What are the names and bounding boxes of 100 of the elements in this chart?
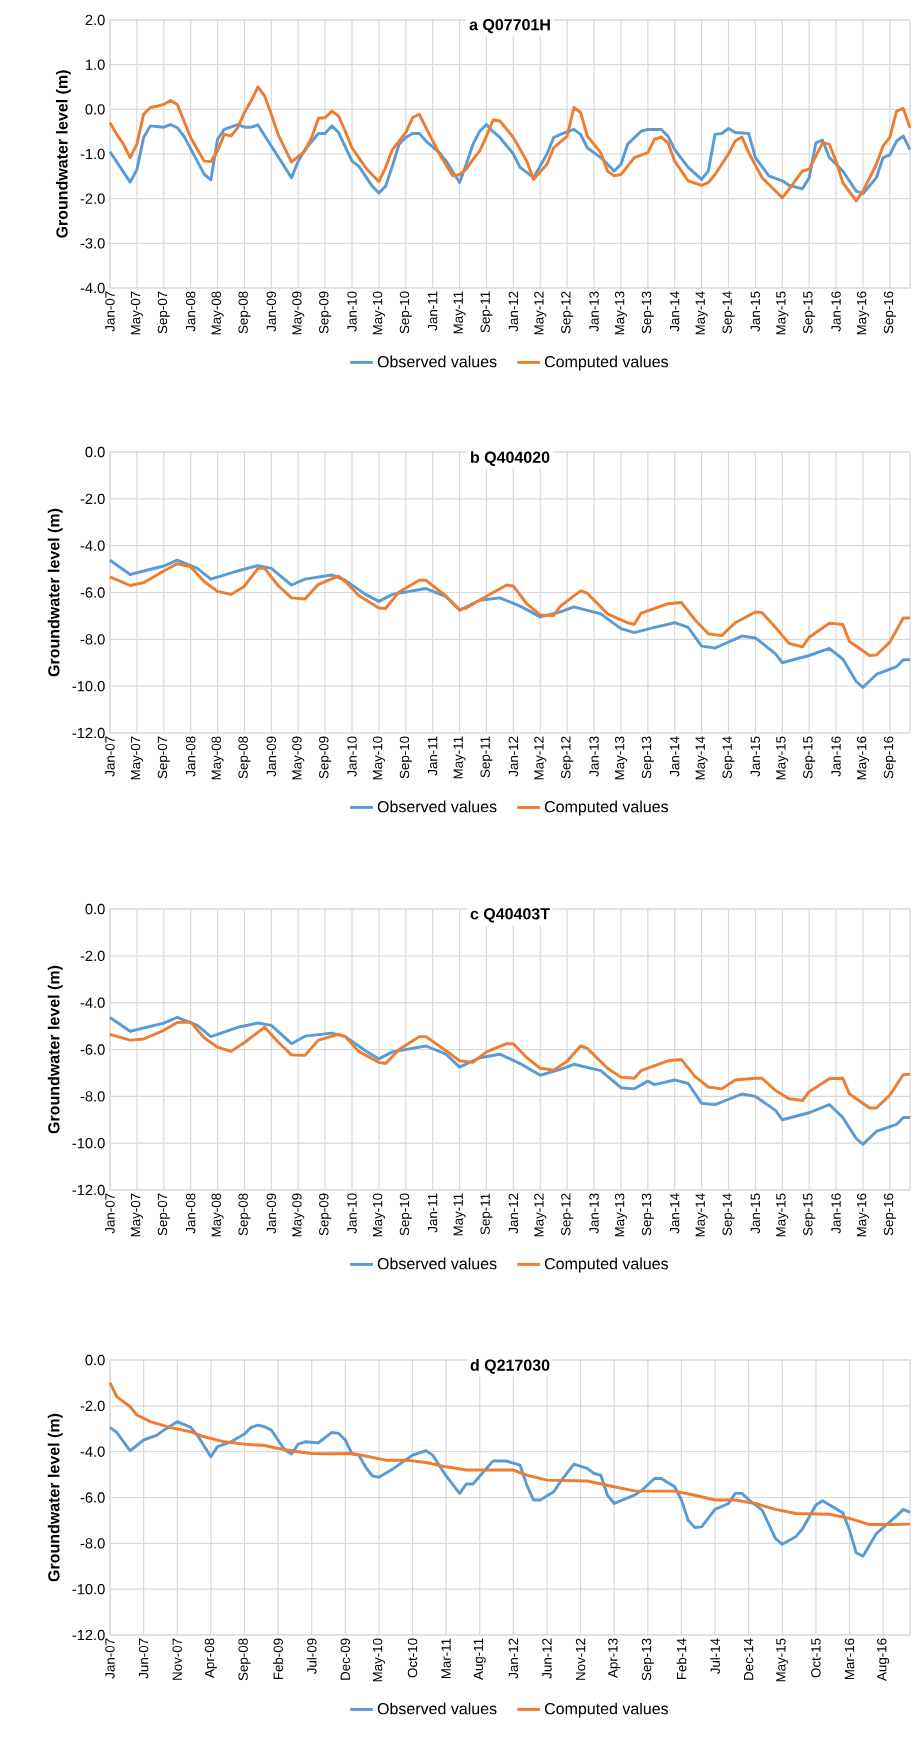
x-tick-label: Sep-14 xyxy=(722,1193,735,1236)
x-tick-label: Jan-10 xyxy=(347,1193,357,1234)
x-tick-label: Sep-09 xyxy=(319,291,332,334)
y-tick-label: -2.0 xyxy=(80,950,105,962)
x-tick-label: May-16 xyxy=(856,291,869,335)
x-tick-label: Sep-15 xyxy=(803,736,816,779)
x-tick-label: Jun-07 xyxy=(138,1638,149,1679)
x-tick-label: Jan-14 xyxy=(670,736,680,777)
x-tick-label: May-15 xyxy=(776,1638,789,1682)
y-axis-title: Groundwater level (m) xyxy=(47,508,63,677)
x-tick-label: May-09 xyxy=(292,736,305,780)
x-tick-label: Sep-08 xyxy=(238,736,251,779)
line-series xyxy=(108,85,912,203)
x-tick-label: May-11 xyxy=(453,736,466,779)
x-tick-label: Jan-13 xyxy=(589,1193,599,1234)
x-tick-label: Apr-08 xyxy=(204,1638,217,1678)
y-tick-label: -8.0 xyxy=(80,1091,105,1102)
y-tick-label: -10.0 xyxy=(72,1138,105,1149)
x-tick-label: Sep-08 xyxy=(238,291,251,334)
x-tick-label: May-11 xyxy=(453,1193,466,1236)
y-tick-label: -8.0 xyxy=(80,634,105,645)
y-tick-label: -4.0 xyxy=(80,1446,105,1457)
x-tick-label: May-08 xyxy=(211,1193,224,1237)
x-tick-label: Mar-11 xyxy=(441,1638,451,1679)
x-tick-label: Jan-14 xyxy=(670,291,680,332)
x-tick-label: May-07 xyxy=(130,1193,143,1237)
x-tick-label: Jan-16 xyxy=(831,1193,841,1234)
line-series xyxy=(108,558,912,689)
line-series xyxy=(108,1420,912,1558)
x-tick-label: Sep-14 xyxy=(722,736,735,779)
x-tick-label: Sep-10 xyxy=(399,291,412,334)
x-tick-label: Sep-11 xyxy=(480,736,493,778)
legend-label: Computed values xyxy=(544,1257,669,1273)
x-tick-label: Jan-10 xyxy=(347,736,357,777)
chart-title: a Q07701H xyxy=(469,18,550,34)
y-tick-label: -10.0 xyxy=(72,1584,105,1595)
x-tick-label: Jul-14 xyxy=(710,1638,720,1675)
x-tick-label: Sep-16 xyxy=(883,291,896,334)
x-tick-label: May-15 xyxy=(776,1193,789,1237)
y-tick-label: 1.0 xyxy=(86,59,105,70)
x-tick-label: Jan-09 xyxy=(266,1193,277,1234)
x-tick-label: Jan-09 xyxy=(266,736,277,777)
y-tick-label: -12.0 xyxy=(72,1629,105,1641)
x-tick-label: May-16 xyxy=(856,1193,869,1237)
y-axis-title: Groundwater level (m) xyxy=(55,70,71,238)
chart-title: d Q217030 xyxy=(470,1359,550,1374)
x-tick-label: Jan-12 xyxy=(508,1193,519,1234)
x-tick-label: Sep-08 xyxy=(238,1193,251,1236)
legend-label: Observed values xyxy=(377,1257,497,1270)
x-tick-label: May-13 xyxy=(614,291,627,335)
y-tick-label: -6.0 xyxy=(80,1044,105,1055)
line-series xyxy=(108,1020,912,1110)
x-tick-label: Sep-15 xyxy=(803,1193,816,1236)
x-tick-label: May-09 xyxy=(292,1193,305,1237)
x-tick-label: Sep-16 xyxy=(883,736,896,779)
x-tick-label: May-10 xyxy=(372,1638,385,1682)
x-tick-label: Dec-14 xyxy=(744,1638,754,1680)
x-tick-label: Jan-11 xyxy=(428,1193,438,1233)
x-tick-label: Jan-13 xyxy=(589,291,599,332)
legend-label: Computed values xyxy=(544,355,669,371)
x-tick-label: Dec-09 xyxy=(340,1638,351,1680)
x-tick-label: Nov-07 xyxy=(172,1638,182,1680)
x-tick-label: Sep-10 xyxy=(399,736,412,779)
x-tick-label: Jan-07 xyxy=(105,1193,115,1234)
y-tick-label: 0.0 xyxy=(85,104,105,115)
y-tick-label: -2.0 xyxy=(80,1400,105,1412)
x-tick-label: Sep-08 xyxy=(238,1638,251,1681)
x-tick-label: Jan-08 xyxy=(185,291,196,332)
chart-title: c Q40403T xyxy=(470,908,550,923)
x-tick-label: Jan-08 xyxy=(185,1193,196,1234)
x-tick-label: May-08 xyxy=(211,291,224,335)
legend-label: Computed values xyxy=(544,800,669,816)
y-tick-label: -6.0 xyxy=(80,587,105,598)
x-tick-label: May-13 xyxy=(614,1193,627,1237)
x-tick-label: Jan-11 xyxy=(428,291,438,331)
x-tick-label: May-10 xyxy=(372,1193,385,1237)
x-tick-label: Sep-11 xyxy=(480,1193,493,1235)
x-tick-label: Jan-07 xyxy=(105,291,115,332)
x-tick-label: Sep-15 xyxy=(803,291,816,334)
x-tick-label: Sep-14 xyxy=(722,291,735,334)
x-tick-label: Apr-13 xyxy=(608,1638,621,1678)
x-tick-label: Jan-09 xyxy=(266,291,277,332)
y-tick-label: 0.0 xyxy=(85,446,105,458)
x-tick-label: Aug-16 xyxy=(877,1638,890,1681)
x-tick-label: Jan-16 xyxy=(831,291,841,332)
x-tick-label: May-12 xyxy=(534,1193,547,1237)
x-tick-label: May-14 xyxy=(695,1193,708,1237)
legend-label: Observed values xyxy=(377,355,497,368)
x-tick-label: May-11 xyxy=(453,291,466,334)
x-tick-label: Jan-13 xyxy=(589,736,599,777)
x-tick-label: May-14 xyxy=(695,736,708,780)
x-tick-label: Jan-14 xyxy=(670,1193,680,1234)
x-tick-label: May-10 xyxy=(372,291,385,335)
x-tick-label: Jan-10 xyxy=(347,291,357,332)
x-tick-label: May-07 xyxy=(130,736,143,780)
legend-label: Observed values xyxy=(377,800,497,813)
x-tick-label: May-15 xyxy=(776,291,789,335)
x-tick-label: Aug-11 xyxy=(473,1638,486,1680)
y-tick-label: -2.0 xyxy=(80,493,105,505)
x-tick-label: Sep-09 xyxy=(319,1193,332,1236)
